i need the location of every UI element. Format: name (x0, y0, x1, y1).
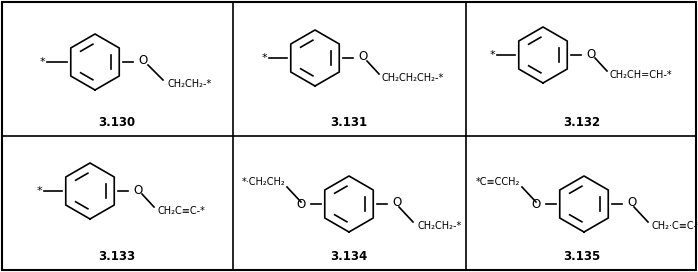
Text: CH₂CH₂-*: CH₂CH₂-* (167, 79, 211, 89)
Text: 3.131: 3.131 (330, 116, 368, 128)
Text: *: * (261, 53, 267, 63)
Text: 3.134: 3.134 (330, 249, 368, 262)
Text: *C≡CCH₂: *C≡CCH₂ (475, 177, 520, 187)
Text: 3.135: 3.135 (563, 249, 600, 262)
Text: O: O (133, 184, 142, 196)
Text: 3.133: 3.133 (98, 249, 135, 262)
Text: O: O (392, 196, 401, 209)
Text: 3.130: 3.130 (98, 116, 135, 128)
Text: *: * (36, 186, 42, 196)
Text: *: * (489, 50, 495, 60)
Text: O: O (138, 54, 147, 67)
Text: CH₂CH₂CH₂-*: CH₂CH₂CH₂-* (382, 73, 444, 83)
Text: 3.132: 3.132 (563, 116, 600, 128)
Text: O: O (358, 51, 367, 63)
Text: *: * (39, 57, 45, 67)
Text: O: O (627, 196, 637, 209)
Text: O: O (586, 48, 595, 60)
Text: CH₂·C≡C-*: CH₂·C≡C-* (652, 221, 698, 231)
Text: O: O (297, 199, 306, 212)
Text: CH₂CH₂-*: CH₂CH₂-* (417, 221, 461, 231)
Text: CH₂CH=CH-*: CH₂CH=CH-* (610, 70, 673, 80)
Text: *·CH₂CH₂: *·CH₂CH₂ (242, 177, 285, 187)
Text: CH₂C≡C-*: CH₂C≡C-* (157, 206, 205, 216)
Text: O: O (532, 199, 541, 212)
